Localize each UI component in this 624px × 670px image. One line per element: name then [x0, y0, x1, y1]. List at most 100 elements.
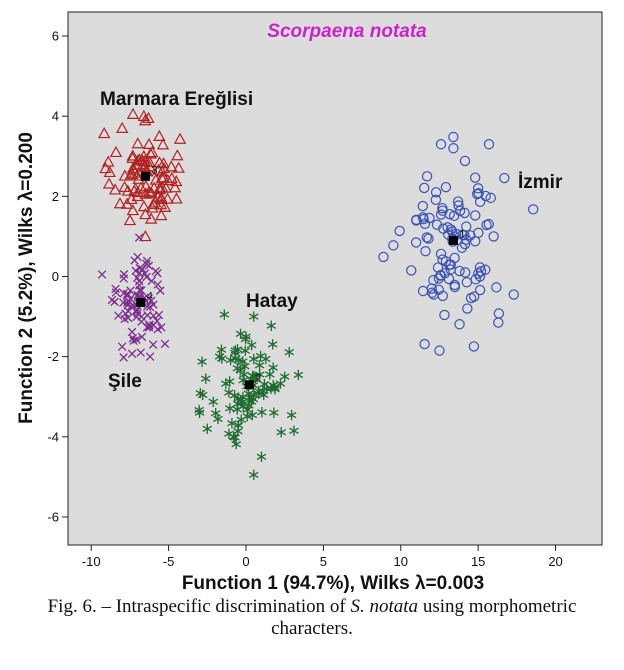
data-point-triangle: [99, 161, 112, 174]
data-point-triangle: [158, 200, 172, 212]
data-point-x: [121, 309, 130, 318]
data-point-circle: [394, 225, 405, 237]
data-point-star: [213, 413, 223, 425]
data-point-circle: [472, 183, 484, 194]
data-point-x: [97, 270, 107, 279]
group-centroid: [244, 380, 254, 390]
y-tick-label: -2: [47, 349, 59, 364]
data-point-x: [122, 290, 132, 299]
data-point-star: [232, 404, 243, 415]
data-point-circle: [457, 229, 468, 241]
data-point-circle: [449, 252, 460, 264]
data-point-star: [233, 355, 244, 366]
data-point-star: [208, 396, 219, 407]
data-point-star: [233, 425, 243, 437]
data-point-circle: [423, 233, 434, 244]
axes: -10 -5 0 5 10 15 20 -6 -4 -2 0 2 4 6: [47, 29, 562, 569]
data-point-triangle: [165, 160, 178, 172]
data-point-triangle: [155, 181, 169, 193]
data-point-triangle: [101, 155, 115, 167]
data-point-triangle: [152, 163, 165, 175]
data-point-circle: [459, 155, 471, 167]
group-label: İzmir: [518, 172, 563, 193]
data-point-x: [110, 297, 119, 307]
data-point-star: [286, 409, 297, 421]
data-point-triangle: [157, 157, 170, 169]
data-point-star: [202, 423, 213, 434]
data-point-x: [137, 286, 146, 295]
data-point-circle: [448, 131, 459, 143]
data-point-star: [240, 334, 251, 345]
data-point-triangle: [128, 166, 142, 178]
data-point-circle: [435, 248, 447, 260]
data-point-triangle: [147, 181, 161, 193]
centroid-number: 2: [255, 373, 261, 385]
data-point-triangle: [144, 212, 158, 224]
data-point-x: [131, 266, 140, 276]
data-point-circle: [417, 200, 429, 212]
data-point-star: [225, 403, 235, 414]
data-point-triangle: [170, 174, 183, 187]
data-point-star: [200, 373, 211, 384]
data-point-circle: [417, 212, 429, 223]
data-point-triangle: [137, 199, 151, 212]
data-point-x: [154, 310, 164, 320]
data-point-star: [197, 356, 207, 367]
data-point-circle: [432, 262, 444, 273]
data-point-circle: [461, 277, 473, 288]
data-point-circle: [421, 171, 433, 182]
data-point-triangle: [134, 181, 148, 193]
data-point-circle: [388, 240, 399, 251]
data-point-x: [111, 288, 121, 297]
data-point-circle: [483, 139, 495, 150]
x-tick-label: 10: [394, 554, 408, 569]
plot-area: [67, 11, 603, 546]
data-point-x: [144, 323, 154, 332]
data-point-circle: [435, 269, 446, 281]
data-point-x: [142, 259, 151, 269]
data-point-circle: [444, 208, 455, 220]
data-point-circle: [449, 281, 461, 293]
data-point-circle: [465, 292, 477, 304]
data-point-circle: [431, 219, 443, 230]
data-point-x: [134, 233, 144, 242]
caption-suffix: using morphometric characters.: [271, 596, 577, 639]
data-point-star: [239, 369, 249, 380]
data-point-circle: [508, 289, 519, 300]
data-point-triangle: [118, 180, 131, 192]
data-point-star: [248, 311, 259, 322]
data-point-circle: [469, 172, 481, 183]
data-point-circle: [488, 231, 499, 242]
data-point-x: [142, 256, 152, 266]
data-point-circle: [448, 143, 459, 154]
data-point-circle: [454, 205, 466, 217]
data-point-x: [148, 340, 158, 349]
data-point-star: [269, 407, 279, 418]
data-point-circle: [406, 265, 417, 276]
data-point-triangle: [139, 187, 152, 199]
data-point-circle: [443, 229, 454, 240]
data-point-circle: [410, 237, 422, 248]
scatter-chart: -10 -5 0 5 10 15 20 -6 -4 -2 0 2 4 6 3 1 4 2 Marmara Ere…: [16, 11, 603, 594]
data-point-circle: [430, 187, 442, 198]
data-point-circle: [453, 200, 464, 211]
data-point-star: [248, 394, 259, 405]
data-point-star: [284, 346, 295, 358]
data-point-star: [279, 371, 290, 382]
data-point-circle: [435, 139, 447, 150]
data-point-triangle: [156, 138, 170, 150]
data-point-circle: [470, 210, 481, 221]
data-point-circle: [419, 218, 431, 229]
data-point-x: [133, 252, 142, 262]
data-point-triangle: [143, 155, 156, 168]
data-point-triangle: [126, 149, 139, 161]
series-circle-group: [378, 131, 539, 356]
data-point-triangle: [102, 177, 116, 189]
data-point-triangle: [155, 165, 169, 177]
data-point-circle: [444, 259, 455, 270]
data-point-circle: [485, 192, 496, 204]
data-point-star: [216, 344, 227, 355]
data-point-star: [225, 355, 236, 366]
data-point-triangle: [126, 107, 140, 119]
data-point-triangle: [139, 229, 152, 242]
